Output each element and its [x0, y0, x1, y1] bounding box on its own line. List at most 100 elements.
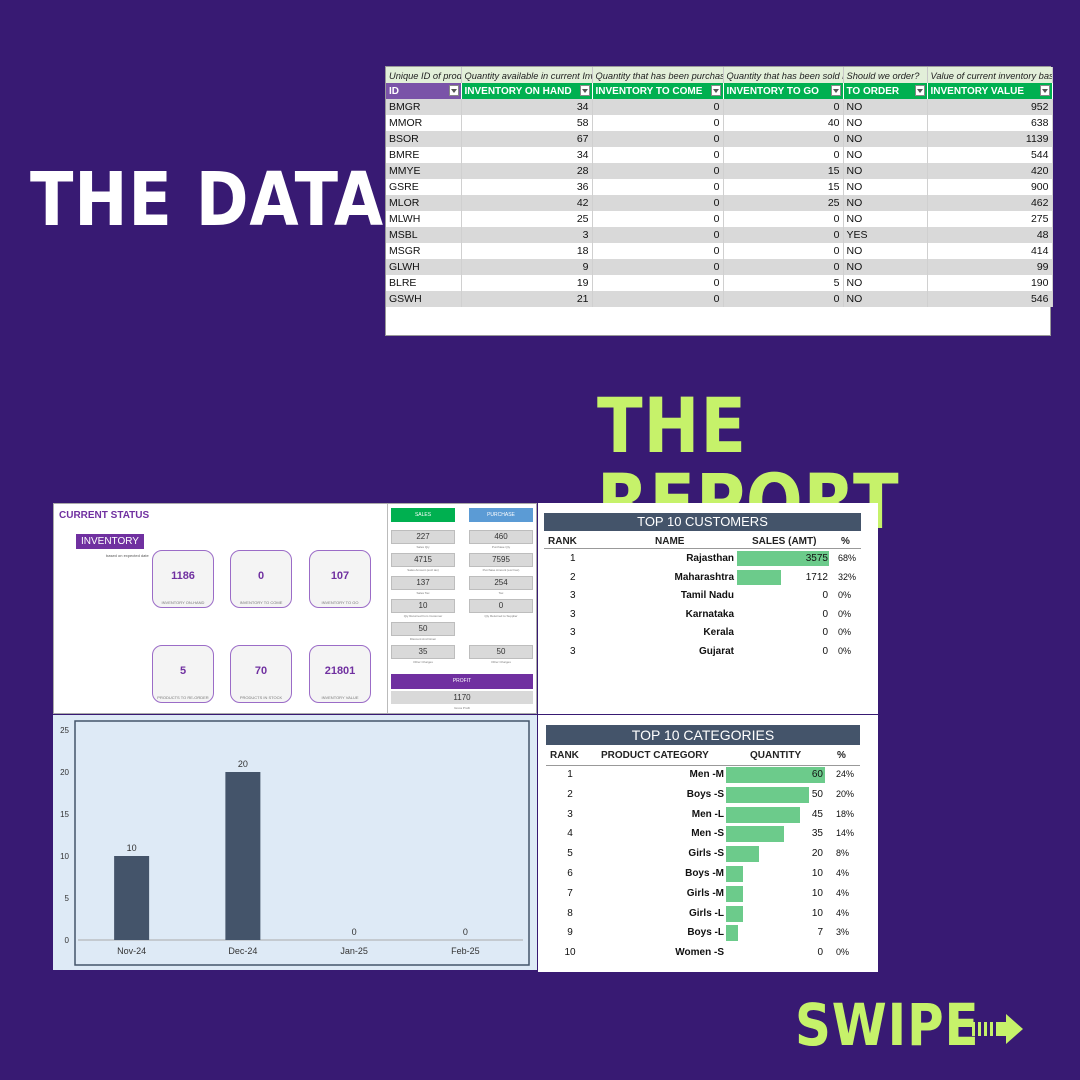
filter-dropdown-icon[interactable]	[710, 85, 721, 96]
filter-dropdown-icon[interactable]	[914, 85, 925, 96]
table-cell[interactable]: 0	[592, 275, 724, 291]
table-cell[interactable]: 546	[927, 291, 1053, 307]
table-cell[interactable]: MSGR	[386, 243, 462, 259]
filter-dropdown-icon[interactable]	[1039, 85, 1050, 96]
table-cell[interactable]: 0	[592, 227, 724, 243]
table-cell[interactable]: NO	[843, 259, 928, 275]
category-quantity-value: 0	[817, 947, 823, 959]
table-cell[interactable]: MMOR	[386, 115, 462, 131]
table-cell[interactable]: NO	[843, 179, 928, 195]
table-cell[interactable]: MSBL	[386, 227, 462, 243]
table-cell[interactable]: 25	[461, 211, 593, 227]
table-cell[interactable]: 36	[461, 179, 593, 195]
column-header-label: INVENTORY TO GO	[726, 85, 819, 97]
table-cell[interactable]: 0	[723, 259, 844, 275]
table-cell[interactable]: 0	[723, 227, 844, 243]
table-cell[interactable]: BSOR	[386, 131, 462, 147]
table-cell[interactable]: 900	[927, 179, 1053, 195]
panel-divider	[387, 504, 388, 713]
swipe-label[interactable]: SWIPE	[795, 991, 980, 1059]
table-cell[interactable]: 3	[461, 227, 593, 243]
table-cell[interactable]: 19	[461, 275, 593, 291]
table-cell[interactable]: 34	[461, 99, 593, 115]
table-cell[interactable]: 99	[927, 259, 1053, 275]
table-cell[interactable]: GSWH	[386, 291, 462, 307]
table-cell[interactable]: NO	[843, 243, 928, 259]
category-quantity-value: 7	[817, 927, 823, 939]
table-cell[interactable]: NO	[843, 275, 928, 291]
table-cell[interactable]: 42	[461, 195, 593, 211]
table-cell[interactable]: NO	[843, 99, 928, 115]
filter-dropdown-icon[interactable]	[448, 85, 459, 96]
filter-dropdown-icon[interactable]	[579, 85, 590, 96]
table-cell[interactable]: 0	[592, 291, 724, 307]
table-cell[interactable]: 462	[927, 195, 1053, 211]
table-cell[interactable]: BMGR	[386, 99, 462, 115]
table-cell[interactable]: NO	[843, 147, 928, 163]
table-cell[interactable]: 420	[927, 163, 1053, 179]
table-cell[interactable]: NO	[843, 211, 928, 227]
table-cell[interactable]: 0	[592, 147, 724, 163]
column-header[interactable]: INVENTORY TO COME	[592, 83, 724, 99]
table-cell[interactable]: 544	[927, 147, 1053, 163]
table-cell[interactable]: 0	[592, 115, 724, 131]
table-cell[interactable]: GSRE	[386, 179, 462, 195]
column-header[interactable]: ID	[386, 83, 462, 99]
table-cell[interactable]: MLWH	[386, 211, 462, 227]
table-cell[interactable]: 5	[723, 275, 844, 291]
table-cell[interactable]: NO	[843, 131, 928, 147]
table-cell[interactable]: 0	[592, 211, 724, 227]
table-cell[interactable]: 952	[927, 99, 1053, 115]
filter-dropdown-icon[interactable]	[830, 85, 841, 96]
table-row: GSWH 21 0 0 NO 546	[386, 291, 1053, 307]
table-cell[interactable]: 0	[592, 259, 724, 275]
table-cell[interactable]: 1139	[927, 131, 1053, 147]
table-cell[interactable]: 25	[723, 195, 844, 211]
table-cell[interactable]: 0	[592, 195, 724, 211]
table-cell[interactable]: NO	[843, 115, 928, 131]
table-cell[interactable]: 275	[927, 211, 1053, 227]
table-cell[interactable]: 0	[723, 147, 844, 163]
table-cell[interactable]: 58	[461, 115, 593, 131]
column-header[interactable]: INVENTORY VALUE	[927, 83, 1053, 99]
category-quantity-value: 35	[811, 828, 823, 840]
table-cell[interactable]: 15	[723, 163, 844, 179]
table-cell[interactable]: 638	[927, 115, 1053, 131]
table-cell[interactable]: NO	[843, 195, 928, 211]
table-cell[interactable]: 15	[723, 179, 844, 195]
table-cell[interactable]: NO	[843, 163, 928, 179]
table-cell[interactable]: BLRE	[386, 275, 462, 291]
table-cell[interactable]: 0	[723, 211, 844, 227]
table-cell[interactable]: MMYE	[386, 163, 462, 179]
table-cell[interactable]: 414	[927, 243, 1053, 259]
column-header[interactable]: INVENTORY ON HAND	[461, 83, 593, 99]
table-cell[interactable]: 0	[592, 243, 724, 259]
table-cell[interactable]: 28	[461, 163, 593, 179]
column-header[interactable]: INVENTORY TO GO	[723, 83, 844, 99]
table-cell[interactable]: 34	[461, 147, 593, 163]
table-cell[interactable]: NO	[843, 291, 928, 307]
table-cell[interactable]: 18	[461, 243, 593, 259]
table-cell[interactable]: 0	[592, 131, 724, 147]
swipe-arrow-icon[interactable]	[972, 1012, 1024, 1046]
table-cell[interactable]: YES	[843, 227, 928, 243]
table-cell[interactable]: 190	[927, 275, 1053, 291]
table-cell[interactable]: MLOR	[386, 195, 462, 211]
table-cell[interactable]: BMRE	[386, 147, 462, 163]
table-cell[interactable]: 0	[723, 243, 844, 259]
table-cell[interactable]: 0	[592, 179, 724, 195]
table-cell[interactable]: 0	[592, 99, 724, 115]
category-quantity-bar	[726, 767, 825, 783]
table-cell[interactable]: 9	[461, 259, 593, 275]
table-cell[interactable]: 0	[723, 291, 844, 307]
table-cell[interactable]: GLWH	[386, 259, 462, 275]
table-cell[interactable]: 40	[723, 115, 844, 131]
table-cell[interactable]: 0	[723, 131, 844, 147]
sales-metric-value: 227	[391, 530, 455, 544]
column-header[interactable]: TO ORDER	[843, 83, 928, 99]
table-cell[interactable]: 67	[461, 131, 593, 147]
table-cell[interactable]: 21	[461, 291, 593, 307]
table-cell[interactable]: 0	[592, 163, 724, 179]
table-cell[interactable]: 48	[927, 227, 1053, 243]
table-cell[interactable]: 0	[723, 99, 844, 115]
